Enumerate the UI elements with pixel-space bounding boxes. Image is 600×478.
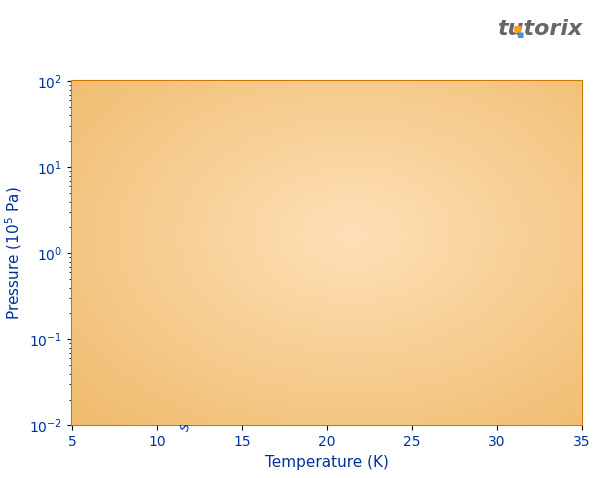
Text: Critical point: Critical point — [465, 121, 545, 134]
X-axis label: Temperature (K): Temperature (K) — [265, 455, 389, 470]
Text: Sublimation: Sublimation — [178, 359, 216, 433]
Ellipse shape — [378, 281, 497, 402]
Y-axis label: Pressure (10$^5$ Pa): Pressure (10$^5$ Pa) — [3, 186, 23, 320]
Text: tutorix: tutorix — [497, 19, 582, 39]
Text: Liquid: Liquid — [304, 153, 350, 168]
Text: Gaseous: Gaseous — [404, 334, 470, 349]
Ellipse shape — [276, 87, 378, 234]
Ellipse shape — [89, 175, 164, 348]
Text: Triple point: Triple point — [227, 338, 297, 351]
Text: Solid: Solid — [108, 254, 145, 269]
Text: Boiling: Boiling — [347, 208, 391, 239]
Text: ▪: ▪ — [513, 22, 523, 35]
Text: ▪: ▪ — [517, 30, 525, 40]
Text: Melting: Melting — [225, 152, 244, 199]
